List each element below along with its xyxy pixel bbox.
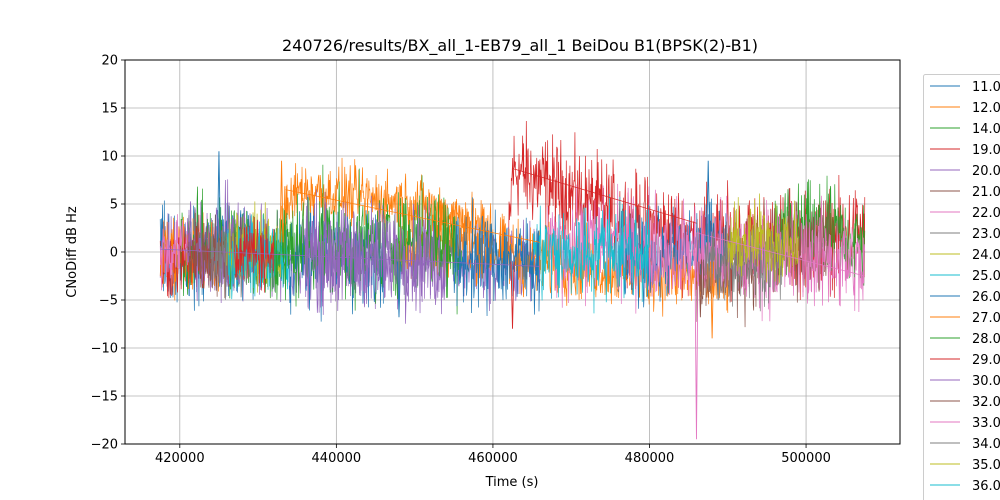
y-tick-label: −10 (91, 342, 118, 357)
legend-label: 19.0 (972, 143, 1000, 158)
legend-label: 22.0 (972, 206, 1000, 221)
data-spike (698, 261, 703, 318)
legend-label: 28.0 (972, 332, 1000, 347)
data-spike (510, 261, 515, 329)
legend-label: 21.0 (972, 185, 1000, 200)
legend-label: 27.0 (972, 311, 1000, 326)
y-tick-label: 0 (110, 246, 118, 261)
x-axis-label: Time (s) (485, 475, 539, 490)
legend-label: 11.0 (972, 80, 1000, 95)
legend-label: 26.0 (972, 290, 1000, 305)
legend-label: 33.0 (972, 416, 1000, 431)
legend-label: 23.0 (972, 227, 1000, 242)
series-line-35.0 (727, 193, 799, 283)
connector-line (696, 232, 865, 277)
connector-line (512, 168, 697, 224)
legend: 11.0 12.0 14.0 19.0 20.0 21.0 22.0 23.0 24.0 25.0… (923, 74, 1000, 500)
y-tick-label: 5 (110, 198, 118, 213)
legend-label: 30.0 (972, 374, 1000, 389)
legend-label: 24.0 (972, 248, 1000, 263)
legend-label: 36.0 (972, 479, 1000, 494)
legend-label: 12.0 (972, 101, 1000, 116)
legend-label: 25.0 (972, 269, 1000, 284)
series-line-34.0 (703, 209, 783, 312)
x-tick-label: 480000 (625, 451, 675, 466)
series-line-21.0 (187, 212, 251, 299)
x-tick-label: 460000 (468, 451, 518, 466)
y-tick-label: 20 (101, 54, 118, 69)
series-line-30.0 (304, 189, 447, 324)
connector-line (160, 248, 540, 267)
ticks: 420000 440000 460000 480000 500000 −20 −15 −10 −… (91, 54, 831, 467)
connector-line (285, 189, 540, 243)
series-line-29.0 (234, 216, 275, 293)
series-line-22.0 (159, 214, 188, 291)
legend-box (923, 74, 1000, 500)
legend-label: 14.0 (972, 122, 1000, 137)
data-spike (694, 261, 699, 440)
y-tick-label: −5 (99, 294, 118, 309)
series-line-33.0 (547, 183, 866, 322)
legend-label: 29.0 (972, 353, 1000, 368)
series-line-36.0 (531, 193, 650, 314)
x-tick-label: 500000 (781, 451, 831, 466)
legend-label: 35.0 (972, 458, 1000, 473)
data-spike (706, 160, 711, 243)
x-tick-label: 420000 (155, 451, 205, 466)
data-spike (216, 151, 221, 243)
legend-label: 20.0 (972, 164, 1000, 179)
y-tick-label: −20 (91, 438, 118, 453)
series-line-37.0 (453, 197, 541, 316)
chart-title: 240726/results/BX_all_1-EB79_all_1 BeiDo… (282, 36, 758, 56)
legend-label: 32.0 (972, 395, 1000, 410)
y-tick-label: 15 (101, 102, 118, 117)
x-tick-label: 440000 (312, 451, 362, 466)
y-axis-label: CNoDiff dB Hz (65, 206, 80, 298)
data-spike (397, 261, 401, 318)
legend-label: 34.0 (972, 437, 1000, 452)
data-spike (279, 160, 284, 243)
y-tick-label: 10 (101, 150, 118, 165)
series-line-27.0 (281, 157, 494, 256)
series-layer (159, 121, 866, 440)
y-tick-label: −15 (91, 390, 118, 405)
data-spike (710, 261, 715, 339)
